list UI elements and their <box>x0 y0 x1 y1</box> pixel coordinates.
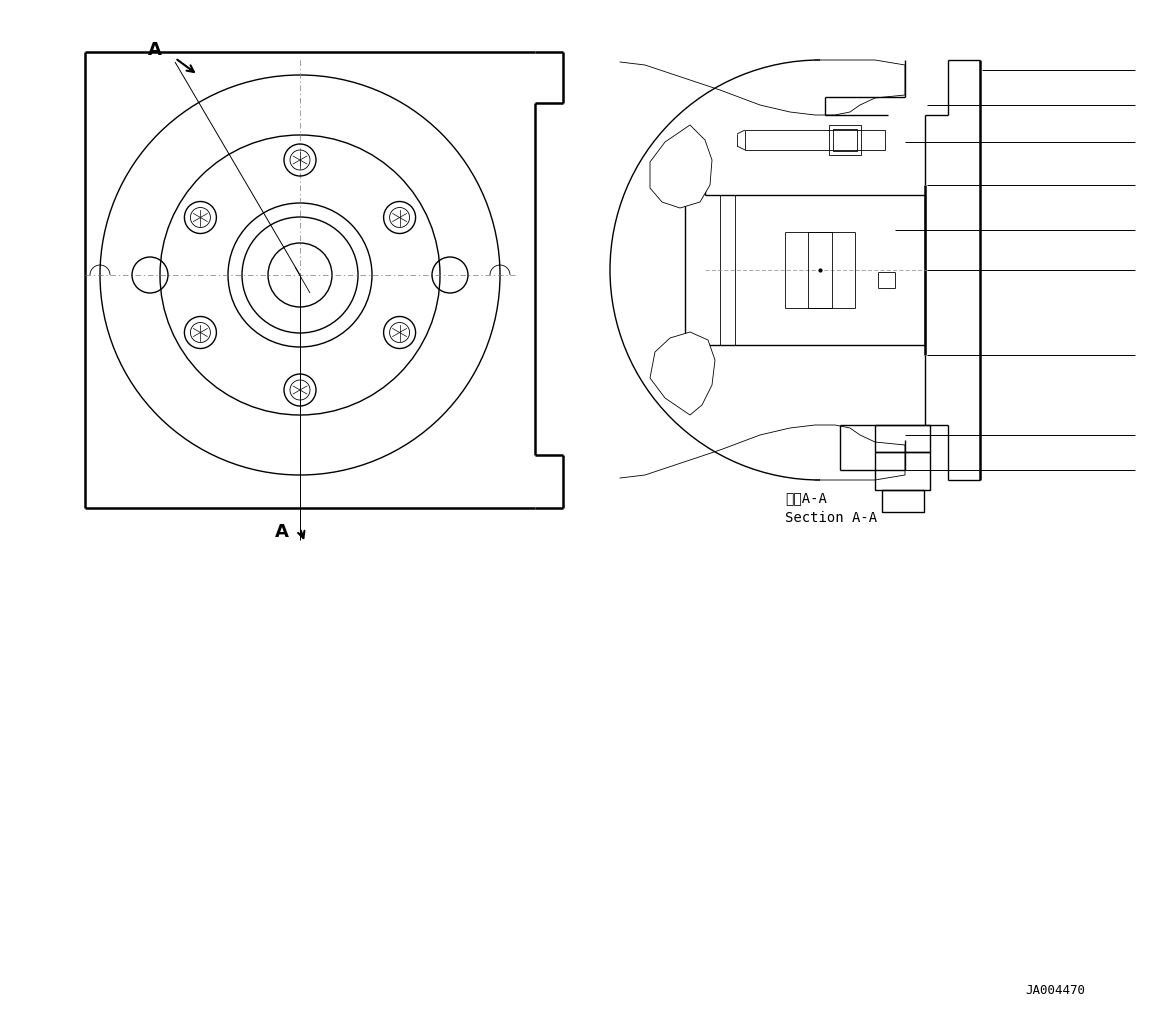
Bar <box>875 452 930 490</box>
Bar <box>745 130 885 150</box>
Text: A: A <box>276 523 288 541</box>
Bar <box>882 490 923 512</box>
Text: A: A <box>148 41 162 59</box>
Polygon shape <box>650 332 715 415</box>
Bar <box>875 425 930 452</box>
Text: JA004470: JA004470 <box>1025 984 1085 996</box>
Bar <box>833 128 857 151</box>
Polygon shape <box>650 125 712 208</box>
Text: 断面A-A: 断面A-A <box>785 491 827 505</box>
Text: Section A-A: Section A-A <box>785 511 877 525</box>
Bar <box>829 125 861 155</box>
